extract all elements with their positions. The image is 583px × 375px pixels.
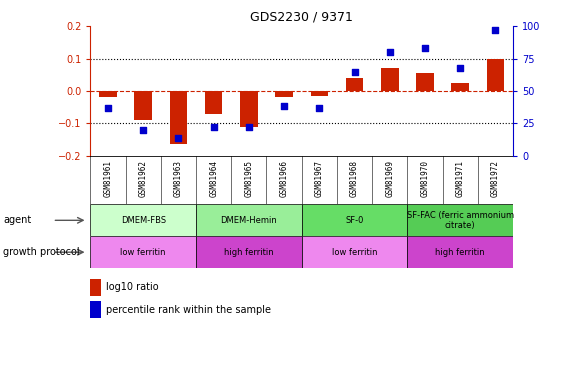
Point [491,27,500,33]
Text: DMEM-FBS: DMEM-FBS [121,216,166,225]
Point [174,135,183,141]
Text: GSM81969: GSM81969 [385,159,394,196]
Point [350,69,359,75]
Bar [487,58,504,91]
Bar [240,91,258,126]
Point [244,124,254,130]
Text: GSM81963: GSM81963 [174,159,183,196]
Text: GSM81964: GSM81964 [209,159,218,196]
Bar [90,236,196,268]
Text: DMEM-Hemin: DMEM-Hemin [220,216,278,225]
Point [385,49,395,55]
Bar [170,91,187,144]
Text: GSM81967: GSM81967 [315,159,324,196]
Bar [90,204,196,236]
Text: SF-0: SF-0 [345,216,364,225]
Text: high ferritin: high ferritin [224,248,273,257]
Bar [135,91,152,120]
Title: GDS2230 / 9371: GDS2230 / 9371 [250,11,353,24]
Text: GSM81965: GSM81965 [244,159,254,196]
Text: percentile rank within the sample: percentile rank within the sample [107,305,272,315]
Text: GSM81970: GSM81970 [420,159,430,196]
Bar [346,78,363,91]
Text: agent: agent [3,215,31,225]
Bar [196,236,302,268]
Text: SF-FAC (ferric ammonium
citrate): SF-FAC (ferric ammonium citrate) [407,211,514,230]
Text: log10 ratio: log10 ratio [107,282,159,292]
Text: GSM81968: GSM81968 [350,159,359,196]
Text: low ferritin: low ferritin [332,248,377,257]
Bar [451,83,469,91]
Bar [408,236,513,268]
Bar [311,91,328,96]
Point [315,105,324,111]
Text: GSM81971: GSM81971 [456,159,465,196]
Bar [90,279,101,296]
Bar [99,91,117,98]
Bar [302,236,408,268]
Text: GSM81972: GSM81972 [491,159,500,196]
Bar [381,68,399,91]
Point [209,124,218,130]
Text: growth protocol: growth protocol [3,247,79,257]
Point [279,104,289,110]
Point [103,105,113,111]
Text: GSM81966: GSM81966 [280,159,289,196]
Bar [205,91,223,114]
Text: GSM81962: GSM81962 [139,159,147,196]
Text: GSM81961: GSM81961 [103,159,113,196]
Bar [275,91,293,98]
Bar [90,301,101,318]
Text: high ferritin: high ferritin [436,248,485,257]
Point [139,127,148,133]
Bar [196,204,302,236]
Bar [416,73,434,91]
Bar [408,204,513,236]
Point [420,45,430,51]
Text: low ferritin: low ferritin [121,248,166,257]
Point [455,64,465,70]
Bar [302,204,408,236]
